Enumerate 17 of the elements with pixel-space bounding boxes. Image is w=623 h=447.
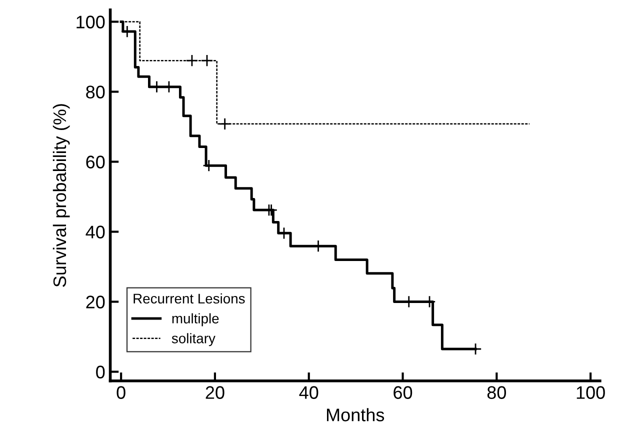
legend-label: solitary [172,333,216,346]
y-tick-label: 80 [86,86,105,98]
x-tick-label: 0 [116,386,126,399]
x-tick-label: 100 [576,386,605,399]
x-tick-label: 80 [487,386,506,399]
legend-title: Recurrent Lesions [134,293,245,304]
y-tick-label: 60 [86,156,105,168]
x-tick-label: 40 [299,386,318,399]
y-tick-label: 20 [86,296,105,308]
y-tick-label: 0 [96,366,105,378]
x-tick-label: 60 [394,386,412,399]
x-axis-title: Months [326,408,384,422]
y-tick-label: 40 [86,226,105,238]
x-tick-label: 20 [206,386,224,399]
y-tick-label: 100 [76,16,105,28]
y-axis-title: Survival probability (%) [52,104,70,287]
legend-label: multiple [172,313,219,326]
